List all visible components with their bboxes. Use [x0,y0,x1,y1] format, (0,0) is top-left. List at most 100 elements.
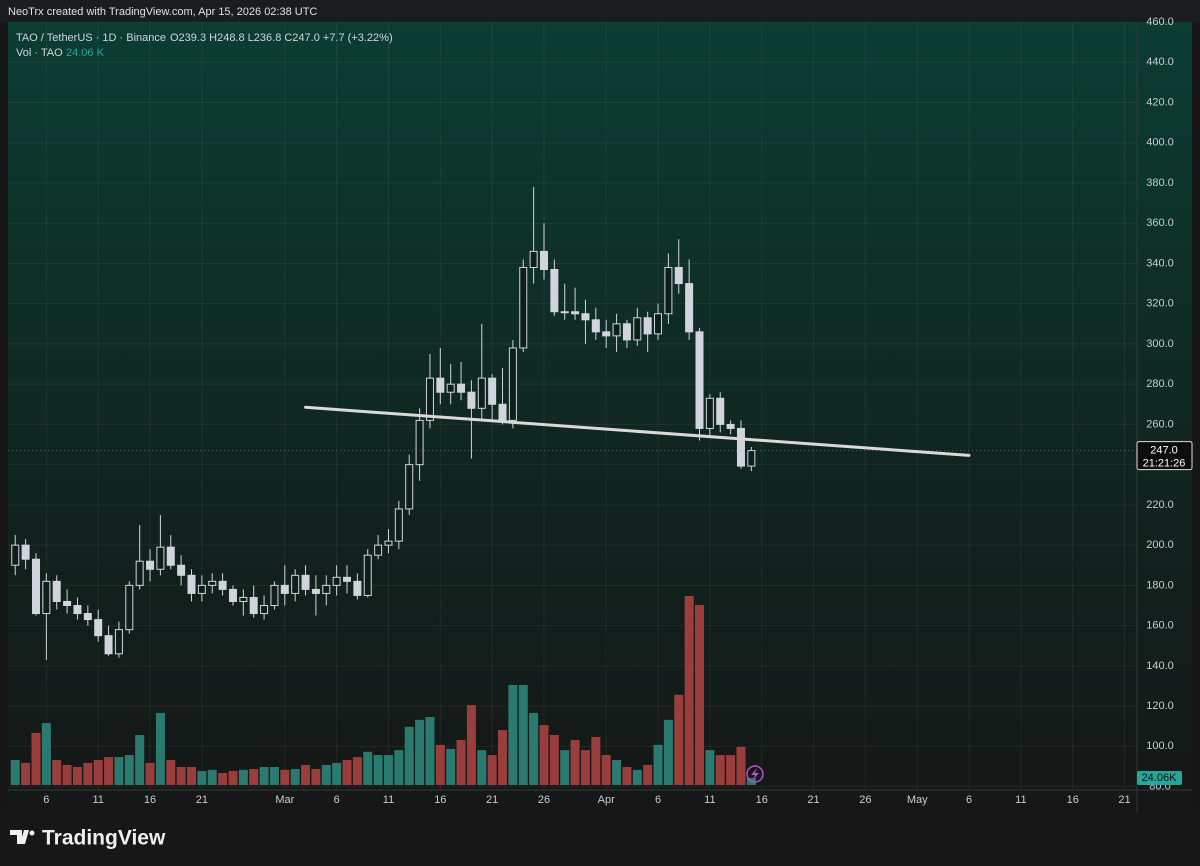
candle-body [591,319,600,333]
volume-bar [249,769,259,785]
volume-bar [383,755,393,785]
volume-bar [62,764,72,785]
volume-bar [218,773,228,785]
y-tick-label: 320.0 [1146,298,1174,310]
x-tick-label: 16 [1067,794,1079,806]
candle-body [405,464,414,510]
logo [10,830,35,844]
x-tick-label: 21 [196,794,208,806]
x-tick-label: 21 [807,794,819,806]
candle-body [685,283,694,333]
volume-bar [684,596,694,785]
x-tick-label: 16 [756,794,768,806]
candle-body [146,560,155,570]
volume-bar [104,757,114,785]
brand: TradingView [42,827,166,850]
candle-body [332,576,341,586]
y-tick-label: 460.0 [1146,16,1174,28]
alert-icon[interactable] [746,765,764,783]
candle-body [508,347,517,421]
candle-body [415,419,424,466]
symbol: TAO / TetherUS · 1D · Binance [16,32,166,44]
volume-bar [332,762,342,785]
volume-bar [694,605,704,785]
x-tick-label: 21 [486,794,498,806]
y-tick-label: 300.0 [1146,338,1174,350]
candle-body [705,397,714,429]
candle-body [83,613,92,621]
volume-bar [487,755,497,785]
volume-bar [187,766,197,785]
x-tick-label: 26 [859,794,871,806]
x-tick-label: 11 [92,794,103,806]
x-tick-label: 6 [43,794,49,806]
volume-bar [176,766,186,785]
volume-bar [560,750,570,785]
volume-bar [280,769,290,785]
candle-body [135,560,144,586]
candle-body [519,266,528,349]
volume-bar [352,757,362,785]
volume-bar [301,764,311,785]
volume-bar [373,755,383,785]
volume-bar [674,694,684,785]
volume-bar [21,762,31,785]
volume-bar [41,723,51,785]
x-tick-label: Mar [275,794,294,806]
volume-bar [498,730,508,785]
y-tick-label: 440.0 [1146,56,1174,68]
volume-bar [549,734,559,785]
volume-bar [632,769,642,785]
volume-bar [197,771,207,785]
y-tick-label: 400.0 [1146,137,1174,149]
x-tick-label: 21 [1118,794,1130,806]
volume-bar [580,750,590,785]
candle-body [291,574,300,594]
x-tick-label: 6 [655,794,661,806]
volume-badge [1137,771,1182,786]
x-tick-label: 6 [334,794,340,806]
candle-body [602,331,611,337]
volume-bar [518,684,528,785]
candle-body [446,383,455,393]
candle-body [716,397,725,425]
candle-body [301,574,310,590]
volume-bar [726,755,736,785]
candle-body [633,317,642,341]
candle-body [156,546,165,570]
candle-body [239,596,248,602]
x-tick-label: 11 [383,794,394,806]
candle-body [31,558,40,615]
volume-bar [508,684,518,785]
candle-body [384,540,393,546]
volume-bar [570,739,580,785]
y-tick-label: 360.0 [1146,217,1174,229]
candle-body [571,311,580,315]
volume-bar [622,766,632,785]
volume-bar [166,759,176,785]
candle-body [114,629,123,655]
trendline [304,405,971,457]
volume-bar [736,746,746,785]
volume-bar [477,750,487,785]
volume-bar [415,719,425,785]
x-tick-label: 26 [538,794,550,806]
caption: NeoTrx created with TradingView.com, Apr… [8,6,317,18]
candle-body [52,580,61,602]
price-badge [1136,441,1193,471]
candle-body [63,600,72,606]
price-pane [8,186,1137,660]
volume-bar [394,750,404,785]
x-tick-label: 11 [1015,794,1026,806]
volume-bar [238,769,248,785]
volume-bar [93,759,103,785]
candle-body [488,377,497,405]
candle-body [664,266,673,315]
axes: 80.0100.0120.0140.0160.0180.0200.0220.02… [43,16,1193,806]
candle-body [374,544,383,556]
x-tick-label: 16 [144,794,156,806]
x-tick-label: 6 [966,794,972,806]
candle-body [166,546,175,566]
candle-body [560,311,569,314]
